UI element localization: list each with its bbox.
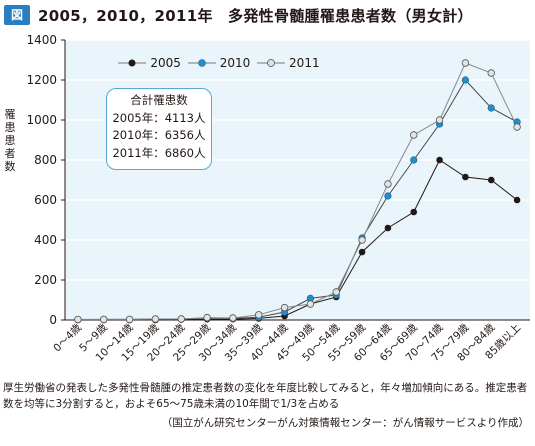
data-point-2011 [306,300,315,308]
y-tick-label: 600 [34,193,57,207]
legend-label-2005: 2005 [150,56,181,70]
data-point-2005 [384,224,392,232]
y-tick-label: 1000 [26,113,57,127]
data-point-2011 [384,180,392,188]
chart-legend: 2005 2010 2011 [115,52,323,74]
chart-title: 2005，2010，2011年 多発性骨髄腫罹患患者数（男女計） [38,6,473,25]
series-line-2011 [77,62,518,320]
y-tick-label: 200 [34,273,57,287]
total-cases-2005: 2005年：4113人 [112,110,206,125]
total-cases-2010: 2010年：6356人 [112,128,206,142]
data-point-2010 [410,156,418,164]
total-cases-2011: 2011年：6860人 [112,145,206,160]
total-cases-box: 合計罹患数 2005年：4113人 2010年：6356人 2011年：6860… [106,88,212,170]
data-point-2005 [436,156,443,164]
data-point-2011 [255,311,263,319]
figure-badge: 図 [4,5,30,25]
y-axis-label: 罹患患者数 [4,108,16,173]
data-point-2011 [410,131,418,139]
data-point-2005 [410,208,418,216]
legend-item-2011: 2011 [257,56,320,70]
data-point-2005 [513,196,521,204]
data-point-2005 [358,248,366,256]
data-point-2005 [487,176,495,184]
data-point-2011 [358,236,366,244]
data-point-2011 [229,314,237,322]
data-point-2010 [461,76,470,84]
figure-note: 厚生労働省の発表した多発性骨髄腫の推定患者数の変化を年度比較してみると，年々増加… [3,382,528,410]
legend-label-2011: 2011 [289,56,320,70]
legend-marker-2005 [118,59,147,67]
data-point-2011 [435,116,444,124]
y-tick-label: 800 [34,153,57,167]
data-point-2011 [487,69,495,77]
data-point-2011 [332,288,340,296]
data-point-2010 [487,104,495,112]
data-point-2011 [513,123,521,131]
data-point-2011 [461,59,470,67]
legend-label-2010: 2010 [219,56,251,70]
y-tick-label: 0 [49,313,57,327]
y-tick-label: 1400 [26,33,57,47]
legend-item-2005: 2005 [118,56,181,70]
figure-header: 図 2005，2010，2011年 多発性骨髄腫罹患患者数（男女計） [4,4,473,26]
data-point-2011 [125,315,134,324]
data-point-2011 [100,315,108,324]
total-cases-heading: 合計罹患数 [130,93,188,107]
legend-marker-2010 [187,59,216,67]
y-tick-label: 400 [34,233,57,247]
data-point-2011 [203,313,211,322]
data-point-2011 [177,315,185,323]
line-chart: 02004006008001000120014000～4歳5～9歳10～14歳1… [26,33,530,364]
data-point-2011 [280,303,289,312]
data-point-2011 [151,315,160,323]
data-point-2011 [74,315,82,324]
legend-item-2010: 2010 [187,56,251,70]
figure-source: （国立がん研究センターがん対策情報センター：がん情報サービスより作成） [161,417,529,429]
y-tick-label: 1200 [26,73,57,87]
data-point-2010 [384,192,392,200]
legend-marker-2011 [257,59,286,67]
data-point-2005 [462,173,469,181]
plot-area [65,40,530,320]
series-line-2005 [77,159,518,321]
